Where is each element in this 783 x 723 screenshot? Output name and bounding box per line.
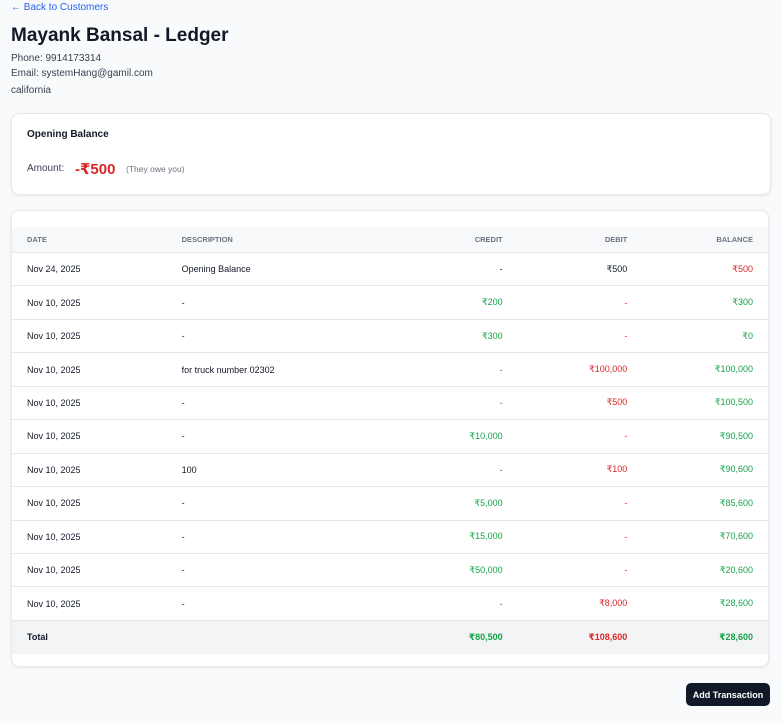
table-cell: ₹8,000: [599, 598, 628, 609]
phone: Phone: 9914173314: [11, 53, 102, 64]
table-cell: ₹28,600: [719, 598, 753, 609]
table-cell: -: [181, 297, 185, 308]
table-cell: ₹100,500: [714, 397, 753, 408]
table-row: Nov 10, 2025 for truck number 02302 - ₹100,…: [12, 353, 768, 387]
amount: -₹500: [75, 161, 116, 178]
table-cell: -: [181, 431, 185, 442]
table-row: Nov 10, 2025 - ₹15,000 - ₹70,600: [12, 521, 768, 554]
table-cell: -: [181, 565, 185, 576]
table-cell: Nov 10, 2025: [27, 364, 81, 375]
column-header: DATE: [27, 235, 47, 244]
table-cell: Nov 10, 2025: [27, 464, 81, 475]
table-cell: -: [181, 331, 185, 342]
page-title: Mayank Bansal - Ledger: [11, 25, 229, 46]
location: california: [11, 85, 52, 96]
table-cell: Nov 10, 2025: [27, 431, 81, 442]
table-cell: -: [499, 364, 503, 375]
total-cell: ₹28,600: [719, 631, 753, 642]
table-cell: ₹90,500: [719, 430, 753, 441]
table-row: Nov 24, 2025 Opening Balance - ₹500 ₹500: [12, 253, 768, 287]
table-cell: ₹50,000: [469, 564, 503, 575]
table-cell: ₹85,600: [719, 497, 753, 508]
table-cell: -: [624, 331, 628, 342]
table-cell: ₹100,000: [589, 364, 628, 375]
column-header: DEBIT: [604, 235, 628, 244]
table-cell: -: [624, 297, 628, 308]
amount-label: Amount:: [27, 163, 65, 174]
table-cell: Nov 24, 2025: [27, 264, 81, 275]
table-cell: ₹70,600: [719, 531, 753, 542]
table-cell: ₹10,000: [469, 430, 503, 441]
table-cell: ₹500: [606, 397, 628, 408]
table-cell: -: [499, 598, 503, 609]
table-header: DATE DESCRIPTION CREDIT DEBIT BALANCE: [12, 227, 768, 253]
table-row: Nov 10, 2025 - ₹300 - ₹0: [12, 320, 768, 354]
table-cell: -: [181, 531, 185, 542]
table-cell: Nov 10, 2025: [27, 297, 81, 308]
table-cell: ₹200: [481, 297, 503, 308]
table-cell: Nov 10, 2025: [27, 498, 81, 509]
table-cell: -: [499, 464, 503, 475]
table-cell: -: [499, 264, 503, 275]
table-cell: -: [181, 598, 185, 609]
table-cell: ₹300: [481, 330, 503, 341]
table-cell: Nov 10, 2025: [27, 331, 81, 342]
back-link[interactable]: ← Back to Customers: [11, 2, 109, 13]
table-cell: ₹90,600: [719, 464, 753, 475]
table-cell: ₹5,000: [474, 497, 503, 508]
table-cell: ₹100,000: [714, 364, 753, 375]
add-transaction-button[interactable]: Add Transaction: [686, 683, 770, 706]
table-cell: -: [624, 565, 628, 576]
table-cell: ₹500: [606, 263, 628, 274]
table-row: Nov 10, 2025 - ₹10,000 - ₹90,500: [12, 420, 768, 454]
table-cell: -: [181, 397, 185, 408]
table-row: Nov 10, 2025 - ₹200 - ₹300: [12, 286, 768, 320]
column-header: BALANCE: [716, 235, 753, 244]
table-cell: 100: [181, 464, 197, 475]
column-header: CREDIT: [474, 235, 503, 244]
table-row: Nov 10, 2025 100 - ₹100 ₹90,600: [12, 454, 768, 488]
total-cell: Total: [27, 632, 48, 643]
table-cell: ₹500: [732, 263, 753, 274]
email: Email: systemHang@gamil.com: [11, 68, 153, 79]
table-cell: Nov 10, 2025: [27, 598, 81, 609]
table-cell: -: [499, 397, 503, 408]
table-cell: -: [624, 431, 628, 442]
table-cell: Nov 10, 2025: [27, 397, 81, 408]
table-cell: ₹300: [732, 297, 753, 308]
table-cell: Nov 10, 2025: [27, 531, 81, 542]
table-row: Nov 10, 2025 - - ₹500 ₹100,500: [12, 387, 768, 421]
total-cell: ₹80,500: [468, 631, 503, 642]
table-cell: ₹15,000: [469, 531, 503, 542]
table-cell: Nov 10, 2025: [27, 565, 81, 576]
opening-balance-card: Opening Balance Amount: -₹500 (They owe …: [11, 113, 771, 195]
table-cell: -: [624, 498, 628, 509]
table-row: Nov 10, 2025 - - ₹8,000 ₹28,600: [12, 587, 768, 621]
table-cell: ₹100: [606, 464, 628, 475]
table-cell: ₹0: [742, 330, 753, 341]
column-header: DESCRIPTION: [181, 235, 233, 244]
table-row: Nov 10, 2025 - ₹5,000 - ₹85,600: [12, 487, 768, 521]
table-cell: -: [624, 531, 628, 542]
amount-note: (They owe you): [126, 164, 185, 174]
table-row: Nov 10, 2025 - ₹50,000 - ₹20,600: [12, 554, 768, 588]
table-cell: Opening Balance: [181, 264, 251, 275]
table-cell: -: [181, 498, 185, 509]
ledger-card: DATE DESCRIPTION CREDIT DEBIT BALANCE Nov 24,…: [11, 210, 769, 667]
table-cell: ₹20,600: [719, 564, 753, 575]
table-cell: for truck number 02302: [181, 364, 275, 375]
total-row: Total ₹80,500 ₹108,600 ₹28,600: [12, 620, 768, 654]
total-cell: ₹108,600: [588, 631, 628, 642]
card-title: Opening Balance: [27, 129, 109, 140]
